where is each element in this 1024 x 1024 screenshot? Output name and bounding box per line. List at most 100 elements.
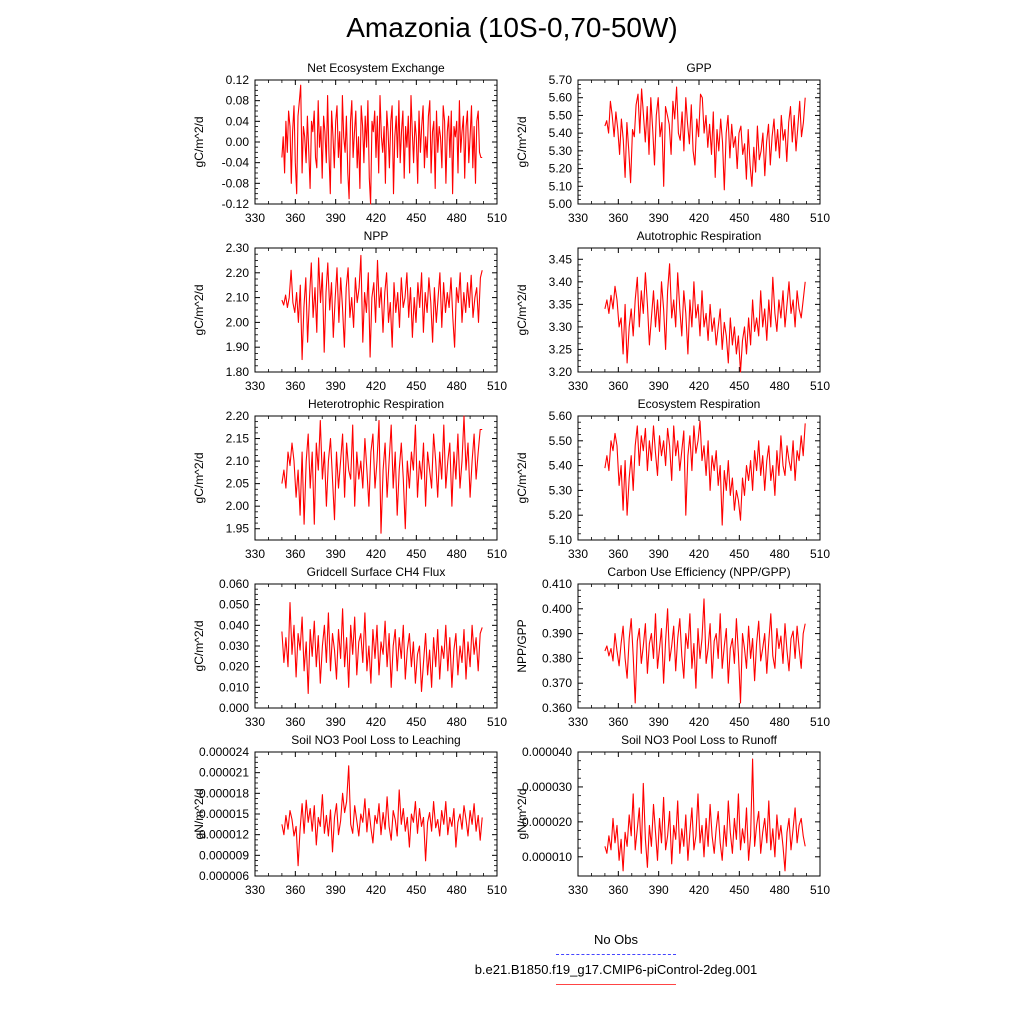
x-tick-label: 390	[326, 211, 346, 225]
y-tick-label: 2.15	[226, 432, 250, 446]
x-tick-label: 450	[406, 211, 426, 225]
x-tick-label: 390	[326, 547, 346, 561]
x-tick-label: 450	[406, 547, 426, 561]
y-tick-label: 2.20	[226, 266, 250, 280]
chart-title: NPP	[364, 229, 389, 243]
x-tick-label: 390	[649, 547, 669, 561]
y-tick-label: 0.000015	[199, 807, 249, 821]
chart-panel: Autotrophic Respiration gC/m^2/d 3.20 3.25 3…	[515, 229, 830, 393]
y-tick-label: 2.10	[226, 454, 250, 468]
x-tick-label: 420	[366, 715, 386, 729]
y-axis-label: gC/m^2/d	[192, 285, 206, 336]
x-tick-label: 420	[689, 379, 709, 393]
x-tick-label: 360	[285, 883, 305, 897]
y-tick-label: 2.20	[226, 409, 250, 423]
x-tick-label: 480	[770, 211, 790, 225]
series-line	[604, 598, 806, 704]
y-tick-label: 0.410	[542, 577, 572, 591]
y-axis-label: gC/m^2/d	[515, 453, 529, 504]
chart-panel: Soil NO3 Pool Loss to LeachinggN/m^2/d0.…	[192, 733, 507, 897]
chart-title: GPP	[686, 61, 711, 75]
x-tick-label: 330	[245, 547, 265, 561]
y-tick-label: 0.000040	[522, 745, 572, 759]
x-tick-label: 360	[285, 715, 305, 729]
x-tick-label: 480	[447, 547, 467, 561]
y-tick-label: 3.25	[549, 342, 573, 356]
y-tick-label: 2.10	[226, 291, 250, 305]
x-tick-label: 510	[810, 379, 830, 393]
chart-panel: Ecosystem Respiration gC/m^2/d 5.10 5.20 5.3…	[515, 397, 830, 561]
x-tick-label: 420	[366, 883, 386, 897]
plot-frame	[577, 79, 821, 205]
chart-panel: Heterotrophic Respiration gC/m^2/d 1.95 2.0…	[192, 397, 507, 561]
y-tick-label: 0.08	[226, 94, 250, 108]
series-line	[604, 420, 806, 526]
x-tick-label: 360	[285, 379, 305, 393]
y-tick-label: 5.10	[549, 533, 573, 547]
y-tick-label: 0.000030	[522, 780, 572, 794]
y-tick-label: 0.00	[226, 135, 250, 149]
x-tick-label: 450	[729, 379, 749, 393]
y-tick-label: 5.60	[549, 91, 573, 105]
x-tick-label: 480	[770, 883, 790, 897]
y-tick-label: 0.380	[542, 651, 572, 665]
x-tick-label: 360	[608, 379, 628, 393]
x-tick-label: 510	[487, 379, 507, 393]
chart-title: Carbon Use Efficiency (NPP/GPP)	[607, 565, 790, 579]
y-tick-label: 0.000010	[522, 850, 572, 864]
y-tick-label: 5.10	[549, 179, 573, 193]
y-tick-label: 0.030	[219, 639, 249, 653]
x-tick-label: 360	[608, 211, 628, 225]
x-tick-label: 330	[568, 211, 588, 225]
x-tick-label: 390	[649, 211, 669, 225]
y-tick-label: 5.20	[549, 162, 573, 176]
y-tick-label: 0.060	[219, 577, 249, 591]
y-tick-label: 0.370	[542, 676, 572, 690]
x-tick-label: 450	[406, 883, 426, 897]
chart-panel: Carbon Use Efficiency (NPP/GPP) NPP/GPP 0.…	[515, 565, 830, 729]
y-tick-label: 0.04	[226, 114, 250, 128]
y-tick-label: 0.000012	[199, 828, 249, 842]
y-tick-label: 3.45	[549, 252, 573, 266]
y-tick-label: -0.04	[222, 156, 250, 170]
x-tick-label: 330	[568, 547, 588, 561]
x-tick-label: 360	[608, 715, 628, 729]
y-tick-label: 0.000006	[199, 869, 249, 883]
x-tick-label: 360	[285, 547, 305, 561]
y-tick-label: 5.70	[549, 73, 573, 87]
x-tick-label: 330	[245, 883, 265, 897]
x-tick-label: 510	[810, 211, 830, 225]
y-tick-label: 0.390	[542, 627, 572, 641]
y-tick-label: 2.05	[226, 477, 250, 491]
y-tick-label: 0.020	[219, 660, 249, 674]
y-tick-label: 5.50	[549, 434, 573, 448]
y-tick-label: 0.12	[226, 73, 250, 87]
x-tick-label: 510	[487, 715, 507, 729]
y-tick-label: 2.30	[226, 241, 250, 255]
x-tick-label: 390	[326, 883, 346, 897]
y-tick-label: 5.00	[549, 197, 573, 211]
y-tick-label: 0.400	[542, 602, 572, 616]
y-tick-label: 0.000021	[199, 766, 249, 780]
x-tick-label: 450	[729, 547, 749, 561]
y-axis-label: gC/m^2/d	[192, 117, 206, 168]
x-tick-label: 330	[568, 883, 588, 897]
y-tick-label: 1.90	[226, 340, 250, 354]
series-line	[604, 86, 806, 191]
x-tick-label: 480	[770, 715, 790, 729]
x-tick-label: 510	[810, 883, 830, 897]
x-tick-label: 330	[245, 211, 265, 225]
y-tick-label: 3.30	[549, 320, 573, 334]
x-tick-label: 330	[245, 379, 265, 393]
y-tick-label: 1.95	[226, 522, 250, 536]
series-line	[604, 758, 806, 872]
x-tick-label: 420	[689, 883, 709, 897]
y-tick-label: 3.40	[549, 275, 573, 289]
x-tick-label: 390	[326, 379, 346, 393]
x-tick-label: 510	[487, 211, 507, 225]
y-tick-label: 0.000024	[199, 745, 249, 759]
x-tick-label: 450	[406, 379, 426, 393]
series-line	[281, 602, 483, 695]
series-line	[604, 263, 806, 373]
chart-title: Net Ecosystem Exchange	[307, 61, 445, 75]
